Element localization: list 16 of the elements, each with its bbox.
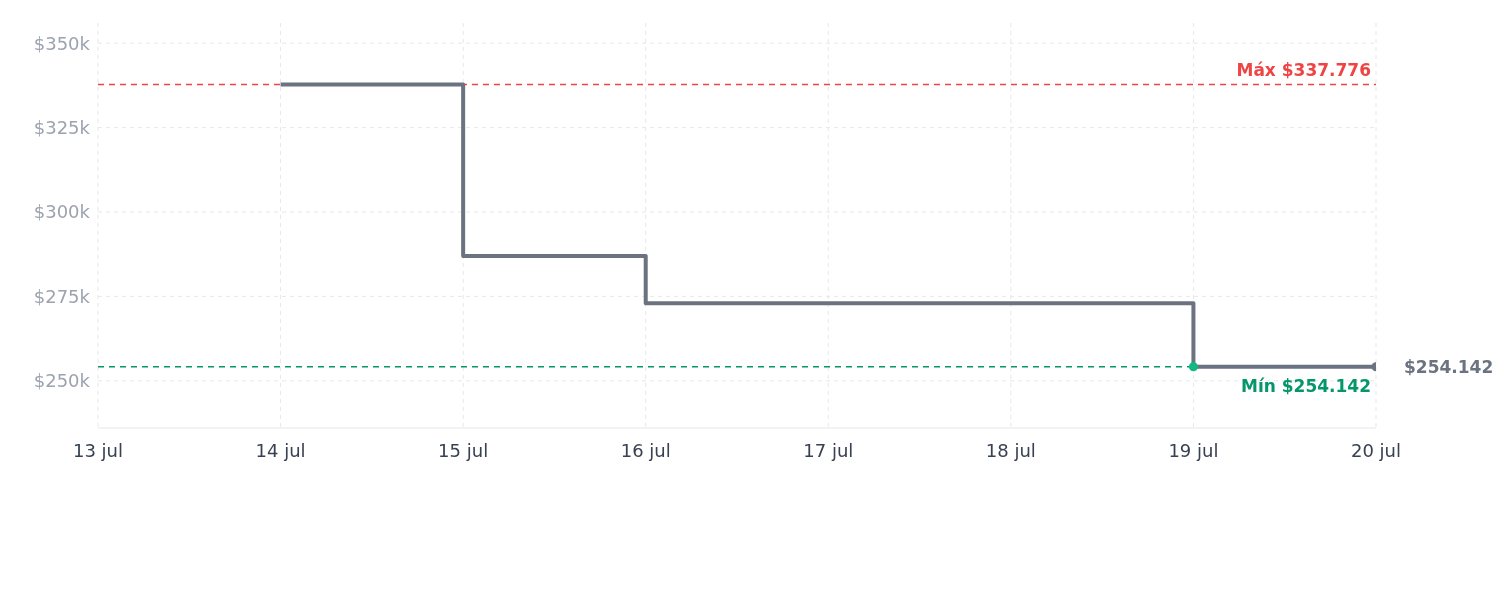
ref-line-label: Mín $254.142 <box>1240 375 1371 396</box>
y-tick-label: $350k <box>33 32 91 54</box>
x-tick-label: 17 jul <box>803 439 854 461</box>
annotation: $254.142 <box>1404 356 1494 377</box>
ref-line-label: Máx $337.776 <box>1236 59 1371 80</box>
x-tick-label: 19 jul <box>1168 439 1219 461</box>
x-tick-label: 18 jul <box>985 439 1036 461</box>
y-tick-label: $250k <box>33 370 91 392</box>
x-tick-label: 15 jul <box>438 439 489 461</box>
x-tick-label: 20 jul <box>1350 439 1402 461</box>
x-tick-label: 16 jul <box>620 439 671 461</box>
x-tick-label: 13 jul <box>72 439 124 461</box>
y-tick-label: $325k <box>33 117 91 139</box>
x-tick-label: 14 jul <box>255 439 306 461</box>
y-tick-label: $275k <box>33 285 91 307</box>
y-tick-label: $300k <box>33 201 91 223</box>
